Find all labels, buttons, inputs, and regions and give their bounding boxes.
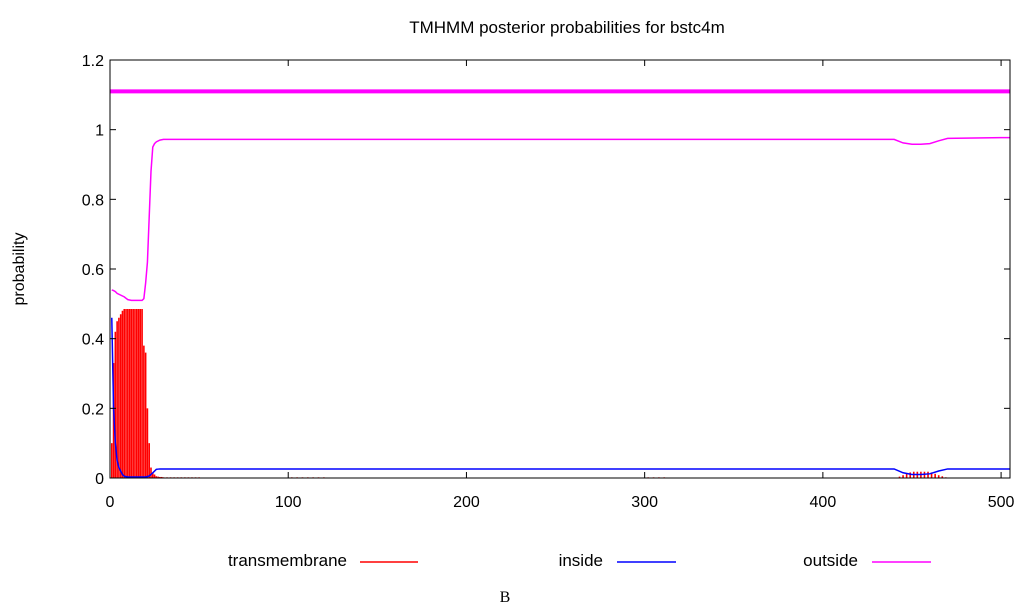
x-axis: 0 100 200 300 400 500 — [106, 60, 1015, 511]
y-tick-label: 0.4 — [82, 332, 104, 349]
x-tick-label: 0 — [106, 494, 115, 511]
figure-caption: B — [500, 589, 511, 606]
x-tick-label: 200 — [453, 494, 480, 511]
legend-label-inside: inside — [559, 551, 603, 570]
y-tick-label: 1 — [95, 123, 104, 140]
x-tick-label: 100 — [275, 494, 302, 511]
y-tick-label: 0.6 — [82, 262, 104, 279]
series-transmembrane — [110, 309, 947, 478]
y-axis-label: probability — [11, 233, 28, 306]
legend-label-outside: outside — [803, 551, 858, 570]
series-inside-line — [111, 317, 1010, 478]
series-outside-line — [111, 136, 1010, 302]
y-tick-label: 0.8 — [82, 192, 104, 209]
y-tick-label: 0 — [95, 471, 104, 488]
plot-area — [110, 89, 1010, 478]
legend-label-transmembrane: transmembrane — [228, 551, 347, 570]
chart-title: TMHMM posterior probabilities for bstc4m — [409, 18, 725, 37]
x-tick-label: 400 — [810, 494, 837, 511]
plot-frame — [109, 59, 1011, 479]
x-tick-label: 500 — [988, 494, 1015, 511]
x-tick-label: 300 — [631, 494, 658, 511]
legend: transmembrane inside outside — [228, 551, 931, 570]
y-tick-label: 1.2 — [82, 53, 104, 70]
y-tick-label: 0.2 — [82, 401, 104, 418]
y-axis: 0 0.2 0.4 0.6 0.8 1 1.2 — [82, 53, 1010, 488]
